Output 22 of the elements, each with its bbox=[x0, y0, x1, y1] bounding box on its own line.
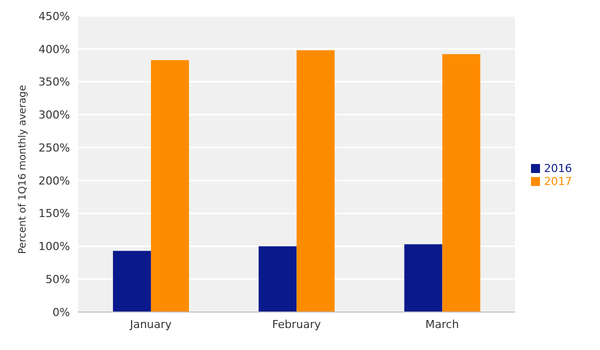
y-tick-label: 300% bbox=[38, 108, 70, 122]
x-tick-label: January bbox=[128, 318, 172, 331]
y-tick-label: 0% bbox=[52, 306, 70, 319]
y-tick-label: 350% bbox=[38, 76, 70, 89]
bar bbox=[150, 60, 189, 312]
y-tick-label: 450% bbox=[38, 10, 70, 23]
bar bbox=[404, 244, 442, 312]
y-tick-label: 400% bbox=[38, 42, 70, 56]
y-tick-label: 50% bbox=[46, 273, 70, 286]
y-axis-title: Percent of 1Q16 monthly average bbox=[18, 84, 29, 254]
x-tick-label: February bbox=[272, 318, 322, 331]
bar bbox=[442, 54, 480, 312]
x-tick-label: March bbox=[425, 318, 459, 331]
y-tick-label: 200% bbox=[38, 174, 70, 188]
y-tick-label: 100% bbox=[38, 240, 70, 254]
legend-label: 2016 bbox=[544, 162, 572, 175]
bar bbox=[296, 50, 335, 312]
bar bbox=[258, 246, 297, 312]
y-tick-label: 150% bbox=[38, 207, 70, 220]
bar bbox=[112, 250, 151, 312]
legend-label: 2017 bbox=[544, 175, 572, 188]
y-tick-label: 250% bbox=[38, 141, 70, 154]
